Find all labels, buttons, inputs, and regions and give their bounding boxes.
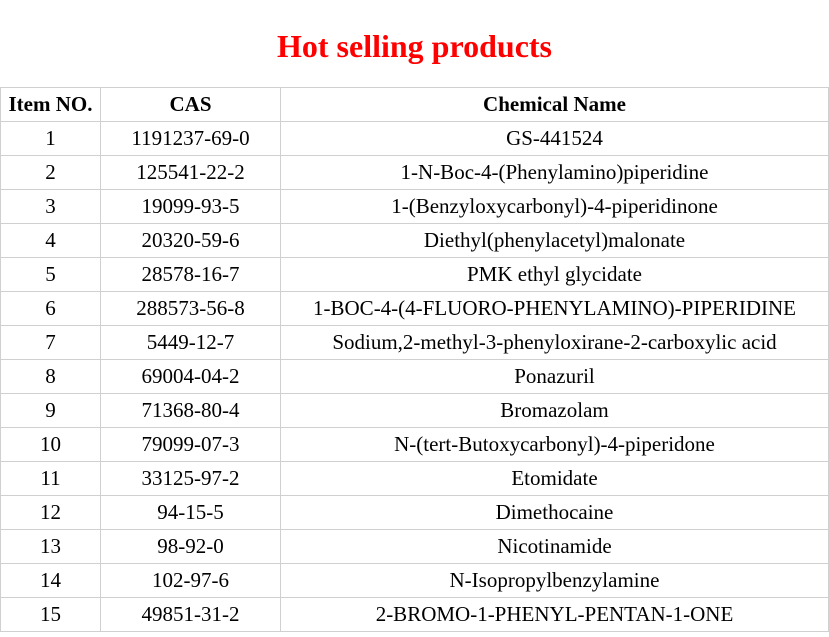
cell-cas: 49851-31-2 <box>101 598 281 632</box>
page-title: Hot selling products <box>0 0 829 87</box>
cell-cas: 102-97-6 <box>101 564 281 598</box>
table-row: 528578-16-7PMK ethyl glycidate <box>1 258 829 292</box>
cell-item-no: 2 <box>1 156 101 190</box>
cell-cas: 125541-22-2 <box>101 156 281 190</box>
cell-chemical-name: Dimethocaine <box>281 496 829 530</box>
cell-cas: 5449-12-7 <box>101 326 281 360</box>
cell-item-no: 10 <box>1 428 101 462</box>
cell-chemical-name: 1-BOC-4-(4-FLUORO-PHENYLAMINO)-PIPERIDIN… <box>281 292 829 326</box>
cell-cas: 33125-97-2 <box>101 462 281 496</box>
cell-item-no: 6 <box>1 292 101 326</box>
cell-cas: 288573-56-8 <box>101 292 281 326</box>
cell-item-no: 15 <box>1 598 101 632</box>
cell-cas: 19099-93-5 <box>101 190 281 224</box>
products-table: Item NO. CAS Chemical Name 11191237-69-0… <box>0 87 829 632</box>
cell-chemical-name: GS-441524 <box>281 122 829 156</box>
table-row: 1294-15-5Dimethocaine <box>1 496 829 530</box>
table-header-row: Item NO. CAS Chemical Name <box>1 88 829 122</box>
cell-cas: 69004-04-2 <box>101 360 281 394</box>
cell-item-no: 12 <box>1 496 101 530</box>
cell-cas: 20320-59-6 <box>101 224 281 258</box>
cell-chemical-name: 1-N-Boc-4-(Phenylamino)piperidine <box>281 156 829 190</box>
table-row: 420320-59-6Diethyl(phenylacetyl)malonate <box>1 224 829 258</box>
table-row: 14102-97-6N-Isopropylbenzylamine <box>1 564 829 598</box>
cell-chemical-name: Nicotinamide <box>281 530 829 564</box>
cell-cas: 98-92-0 <box>101 530 281 564</box>
cell-cas: 79099-07-3 <box>101 428 281 462</box>
cell-item-no: 9 <box>1 394 101 428</box>
table-row: 11191237-69-0GS-441524 <box>1 122 829 156</box>
cell-item-no: 3 <box>1 190 101 224</box>
cell-cas: 71368-80-4 <box>101 394 281 428</box>
table-row: 1079099-07-3N-(tert-Butoxycarbonyl)-4-pi… <box>1 428 829 462</box>
cell-item-no: 5 <box>1 258 101 292</box>
table-row: 869004-04-2Ponazuril <box>1 360 829 394</box>
cell-item-no: 11 <box>1 462 101 496</box>
cell-item-no: 14 <box>1 564 101 598</box>
table-row: 75449-12-7Sodium,2-methyl-3-phenyloxiran… <box>1 326 829 360</box>
cell-chemical-name: Diethyl(phenylacetyl)malonate <box>281 224 829 258</box>
cell-item-no: 4 <box>1 224 101 258</box>
table-row: 1398-92-0Nicotinamide <box>1 530 829 564</box>
cell-chemical-name: Etomidate <box>281 462 829 496</box>
cell-chemical-name: PMK ethyl glycidate <box>281 258 829 292</box>
table-row: 971368-80-4Bromazolam <box>1 394 829 428</box>
cell-cas: 94-15-5 <box>101 496 281 530</box>
cell-chemical-name: Ponazuril <box>281 360 829 394</box>
table-row: 319099-93-51-(Benzyloxycarbonyl)-4-piper… <box>1 190 829 224</box>
cell-item-no: 7 <box>1 326 101 360</box>
cell-chemical-name: Sodium,2-methyl-3-phenyloxirane-2-carbox… <box>281 326 829 360</box>
cell-chemical-name: Bromazolam <box>281 394 829 428</box>
cell-item-no: 8 <box>1 360 101 394</box>
cell-cas: 1191237-69-0 <box>101 122 281 156</box>
table-row: 1133125-97-2Etomidate <box>1 462 829 496</box>
cell-cas: 28578-16-7 <box>101 258 281 292</box>
cell-item-no: 13 <box>1 530 101 564</box>
table-row: 2125541-22-21-N-Boc-4-(Phenylamino)piper… <box>1 156 829 190</box>
cell-chemical-name: N-(tert-Butoxycarbonyl)-4-piperidone <box>281 428 829 462</box>
cell-item-no: 1 <box>1 122 101 156</box>
table-body: 11191237-69-0GS-4415242125541-22-21-N-Bo… <box>1 122 829 632</box>
table-row: 6288573-56-81-BOC-4-(4-FLUORO-PHENYLAMIN… <box>1 292 829 326</box>
header-chemical-name: Chemical Name <box>281 88 829 122</box>
cell-chemical-name: 2-BROMO-1-PHENYL-PENTAN-1-ONE <box>281 598 829 632</box>
cell-chemical-name: 1-(Benzyloxycarbonyl)-4-piperidinone <box>281 190 829 224</box>
header-item-no: Item NO. <box>1 88 101 122</box>
cell-chemical-name: N-Isopropylbenzylamine <box>281 564 829 598</box>
header-cas: CAS <box>101 88 281 122</box>
table-row: 1549851-31-22-BROMO-1-PHENYL-PENTAN-1-ON… <box>1 598 829 632</box>
